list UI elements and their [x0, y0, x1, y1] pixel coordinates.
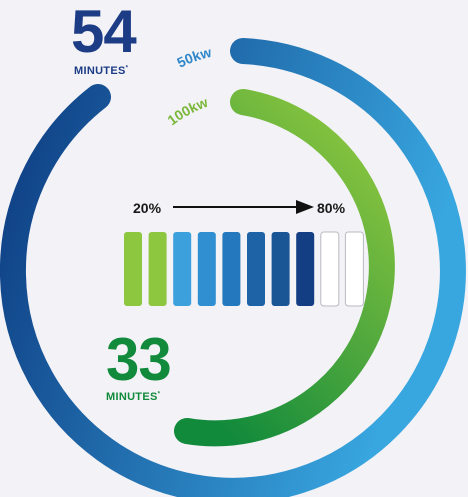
- label-100kw: 100kw: [164, 94, 210, 128]
- footnote-mark: *: [157, 391, 161, 398]
- battery-segment-charged: [271, 232, 290, 306]
- battery-segment-start-level: [148, 232, 167, 306]
- battery-segment-charged: [173, 232, 192, 306]
- minutes-100kw-value: 33: [106, 326, 172, 393]
- ring-100kw: [174, 89, 395, 447]
- minutes-50kw-label: MINUTES*: [74, 65, 129, 77]
- battery-segment-charged: [296, 232, 315, 306]
- battery-segment-charged: [247, 232, 265, 306]
- battery-segment-start-level: [124, 232, 142, 306]
- charge-start-percent: 20%: [133, 200, 162, 216]
- battery-segment-charged: [197, 232, 216, 306]
- battery-gauge: [124, 231, 364, 307]
- ring-50kw: [0, 38, 466, 497]
- battery-segment-empty: [320, 231, 340, 307]
- label-50kw: 50kw: [174, 44, 213, 71]
- footnote-mark: *: [125, 65, 129, 72]
- battery-segment-charged: [222, 232, 241, 306]
- battery-segment-empty: [344, 231, 364, 307]
- arrow-head-icon: [296, 200, 314, 214]
- minutes-100kw-label: MINUTES*: [106, 391, 161, 403]
- charge-end-percent: 80%: [317, 200, 346, 216]
- minutes-50kw-value: 54: [71, 0, 137, 65]
